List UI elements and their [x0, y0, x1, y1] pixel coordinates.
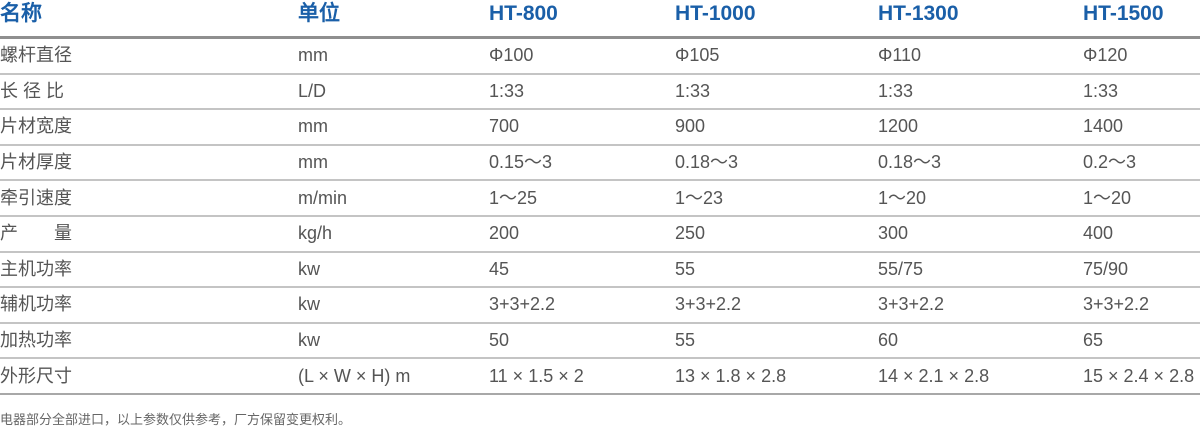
table-cell: Φ110 [878, 37, 1083, 75]
column-header: HT-1300 [878, 0, 1083, 39]
row-label: 加热功率 [0, 322, 298, 360]
table-cell: 3+3+2.2 [878, 287, 1083, 324]
column-header: 单位 [298, 0, 489, 39]
table-cell: kw [298, 251, 489, 289]
table-cell: m/min [298, 180, 489, 217]
table-cell: 1200 [878, 109, 1083, 146]
table-cell: 55 [675, 251, 878, 289]
table-cell: 45 [489, 251, 675, 289]
column-header: 名称 [0, 0, 298, 39]
table-cell: L/D [298, 73, 489, 111]
table-cell: 250 [675, 215, 878, 253]
row-label: 长 径 比 [0, 73, 298, 111]
table-cell: 75/90 [1083, 251, 1200, 289]
table-cell: Φ100 [489, 37, 675, 75]
table-cell: mm [298, 37, 489, 75]
table-cell: 0.2～3 [1083, 144, 1200, 182]
column-header: HT-1000 [675, 0, 878, 39]
table-cell: 1～20 [1083, 180, 1200, 217]
table-cell: kw [298, 287, 489, 324]
table-cell: 200 [489, 215, 675, 253]
table-row: 长 径 比 L/D 1:33 1:33 1:33 1:33 [0, 73, 1200, 111]
table-cell: 65 [1083, 322, 1200, 360]
table-cell: kw [298, 322, 489, 360]
row-label: 片材宽度 [0, 109, 298, 146]
table-cell: mm [298, 144, 489, 182]
row-label: 主机功率 [0, 251, 298, 289]
table-row: 产 量 kg/h 200 250 300 400 [0, 215, 1200, 253]
table-cell: 3+3+2.2 [675, 287, 878, 324]
row-label: 片材厚度 [0, 144, 298, 182]
table-cell: 11 × 1.5 × 2 [489, 358, 675, 395]
table-cell: 15 × 2.4 × 2.8 [1083, 358, 1200, 395]
column-header: HT-1500 [1083, 0, 1200, 39]
table-cell: 3+3+2.2 [489, 287, 675, 324]
table-cell: 1:33 [878, 73, 1083, 111]
table-cell: 1:33 [1083, 73, 1200, 111]
table-cell: kg/h [298, 215, 489, 253]
table-row: 牵引速度 m/min 1～25 1～23 1～20 1～20 [0, 180, 1200, 217]
table-row: 主机功率 kw 45 55 55/75 75/90 [0, 251, 1200, 289]
table-cell: 1:33 [675, 73, 878, 111]
table-cell: 0.18～3 [675, 144, 878, 182]
table-cell: 60 [878, 322, 1083, 360]
table-cell: 50 [489, 322, 675, 360]
row-label: 螺杆直径 [0, 37, 298, 75]
table-cell: 700 [489, 109, 675, 146]
table-cell: Φ105 [675, 37, 878, 75]
table-row: 螺杆直径 mm Φ100 Φ105 Φ110 Φ120 [0, 37, 1200, 75]
table-cell: 300 [878, 215, 1083, 253]
spec-table: 名称 单位 HT-800 HT-1000 HT-1300 HT-1500 螺杆直径 mm Φ1… [0, 0, 1200, 395]
table-row: 加热功率 kw 50 55 60 65 [0, 322, 1200, 360]
row-label: 牵引速度 [0, 180, 298, 217]
header-row: 名称 单位 HT-800 HT-1000 HT-1300 HT-1500 [0, 0, 1200, 39]
table-row: 片材宽度 mm 700 900 1200 1400 [0, 109, 1200, 146]
table-cell: 1～20 [878, 180, 1083, 217]
row-label: 辅机功率 [0, 287, 298, 324]
table-cell: mm [298, 109, 489, 146]
table-cell: Φ120 [1083, 37, 1200, 75]
table-cell: (L × W × H) m [298, 358, 489, 395]
table-cell: 1～25 [489, 180, 675, 217]
table-cell: 1:33 [489, 73, 675, 111]
table-cell: 13 × 1.8 × 2.8 [675, 358, 878, 395]
table-cell: 0.18～3 [878, 144, 1083, 182]
table-cell: 55/75 [878, 251, 1083, 289]
table-row: 辅机功率 kw 3+3+2.2 3+3+2.2 3+3+2.2 3+3+2.2 [0, 287, 1200, 324]
table-row: 片材厚度 mm 0.15～3 0.18～3 0.18～3 0.2～3 [0, 144, 1200, 182]
table-cell: 0.15～3 [489, 144, 675, 182]
table-cell: 400 [1083, 215, 1200, 253]
table-row: 外形尺寸 (L × W × H) m 11 × 1.5 × 2 13 × 1.8 × … [0, 358, 1200, 395]
footer-note: 电器部分全部进口，以上参数仅供参考，厂方保留变更权利。 [0, 411, 352, 427]
row-label: 产 量 [0, 215, 298, 253]
table-cell: 900 [675, 109, 878, 146]
table-cell: 3+3+2.2 [1083, 287, 1200, 324]
column-header: HT-800 [489, 0, 675, 39]
table-cell: 1～23 [675, 180, 878, 217]
table-cell: 1400 [1083, 109, 1200, 146]
row-label: 外形尺寸 [0, 358, 298, 395]
table-cell: 55 [675, 322, 878, 360]
table-cell: 14 × 2.1 × 2.8 [878, 358, 1083, 395]
